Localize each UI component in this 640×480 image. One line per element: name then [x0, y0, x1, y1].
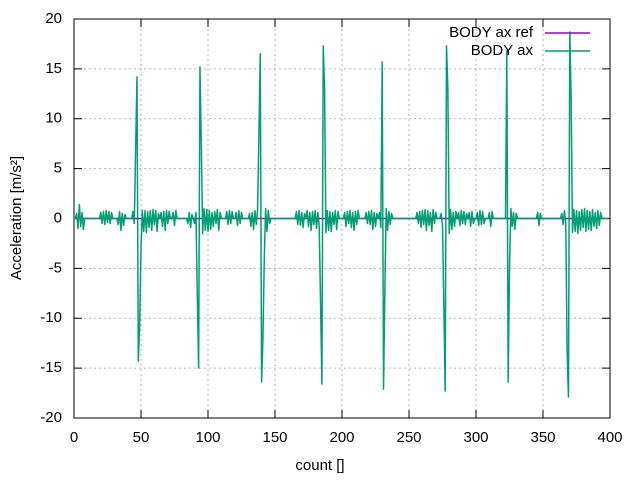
y-tick-label: -20: [40, 409, 62, 426]
legend-label: BODY ax ref: [449, 24, 534, 41]
y-axis-label: Acceleration [m/s²]: [8, 156, 25, 280]
y-tick-label: -15: [40, 359, 62, 376]
y-tick-label: -5: [49, 259, 62, 276]
x-tick-label: 0: [70, 429, 78, 446]
y-tick-label: 10: [45, 110, 62, 127]
x-tick-label: 350: [530, 429, 555, 446]
y-tick-label: 20: [45, 10, 62, 27]
y-tick-label: 15: [45, 60, 62, 77]
x-tick-label: 150: [262, 429, 287, 446]
x-tick-label: 250: [396, 429, 421, 446]
x-tick-label: 300: [463, 429, 488, 446]
y-tick-label: 5: [54, 160, 62, 177]
x-tick-label: 400: [597, 429, 622, 446]
legend-label: BODY ax: [471, 42, 534, 59]
data-line: [74, 31, 609, 398]
x-tick-label: 50: [133, 429, 150, 446]
y-tick-label: -10: [40, 309, 62, 326]
y-tick-label: 0: [54, 209, 62, 226]
x-axis-label: count []: [295, 457, 344, 474]
x-tick-label: 100: [195, 429, 220, 446]
x-tick-label: 200: [329, 429, 354, 446]
